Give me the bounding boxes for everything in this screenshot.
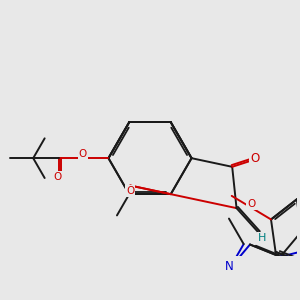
Text: O: O [247, 199, 256, 209]
Text: N: N [225, 260, 233, 274]
Text: O: O [126, 186, 134, 197]
Text: O: O [250, 152, 259, 165]
Text: O: O [54, 172, 62, 182]
Text: H: H [258, 233, 266, 243]
Text: O: O [79, 149, 87, 159]
